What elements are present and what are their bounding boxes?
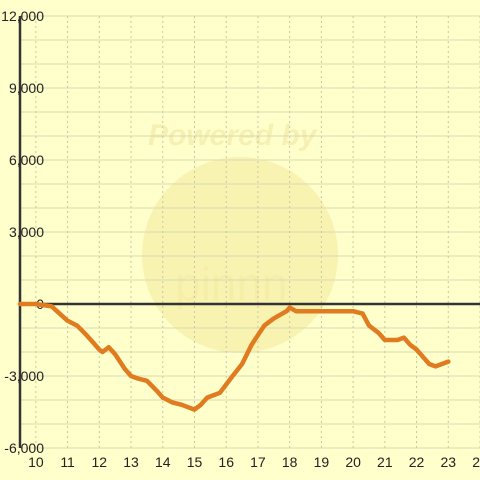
y-tick-label: -6,000	[4, 440, 44, 456]
x-tick-label: 19	[314, 454, 330, 470]
x-tick-label: 17	[250, 454, 266, 470]
y-tick-label: 9,000	[9, 80, 44, 96]
y-tick-label: 3,000	[9, 224, 44, 240]
x-tick-label: 24	[472, 454, 480, 470]
x-tick-label: 18	[282, 454, 298, 470]
x-tick-label: 22	[409, 454, 425, 470]
x-tick-label: 12	[92, 454, 108, 470]
watermark-logo-circle	[142, 157, 338, 353]
y-tick-label: -3,000	[4, 368, 44, 384]
y-tick-label: 6,000	[9, 152, 44, 168]
x-tick-label: 20	[345, 454, 361, 470]
vertical-gridlines	[35, 16, 480, 448]
series-line	[17, 301, 451, 412]
y-tick-label: 12,000	[1, 8, 44, 24]
x-tick-label: 14	[155, 454, 171, 470]
watermark-brand: pinnn	[175, 258, 288, 310]
x-tick-label: 23	[440, 454, 456, 470]
horizontal-gridlines	[20, 15, 480, 449]
x-tick-label: 15	[187, 454, 203, 470]
x-tick-label: 11	[60, 454, 75, 470]
x-axis-ticks: 10 11 12 13 14 15 16 17 18 19 20 21 22 23 24	[28, 454, 480, 470]
x-tick-label: 21	[377, 454, 393, 470]
x-tick-label: 13	[123, 454, 139, 470]
x-tick-label: 16	[218, 454, 234, 470]
x-tick-label: 10	[28, 454, 44, 470]
